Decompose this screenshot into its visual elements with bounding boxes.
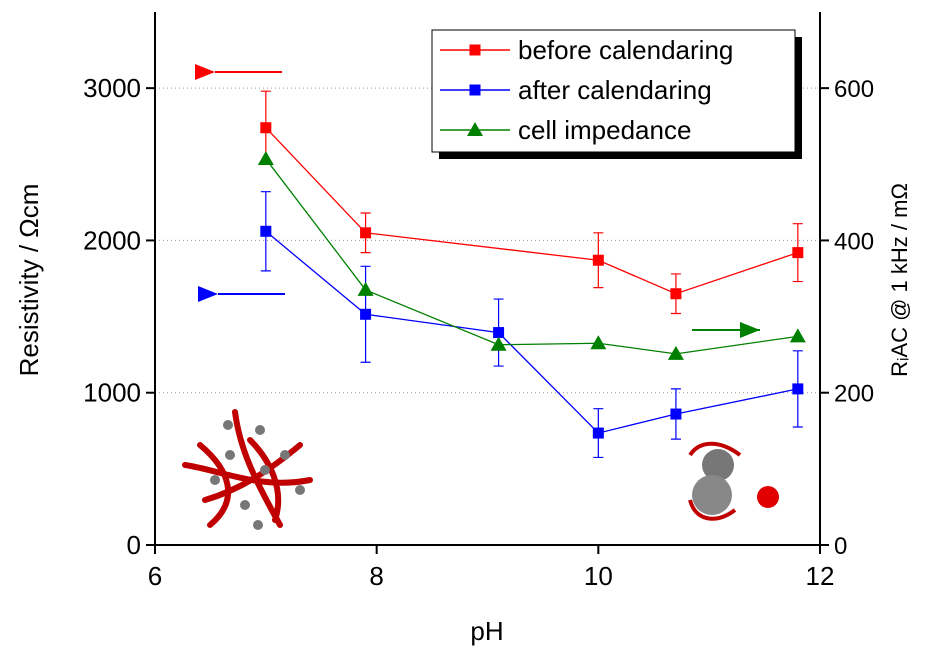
- x-axis-label: pH: [470, 616, 503, 646]
- legend-label: after calendaring: [518, 75, 712, 105]
- marker: [257, 150, 274, 165]
- x-tick-label: 10: [584, 561, 613, 591]
- legend-label: before calendaring: [518, 35, 733, 65]
- marker: [590, 335, 607, 350]
- marker: [360, 227, 372, 239]
- marker: [670, 408, 682, 420]
- y-tick-label: 3000: [83, 73, 141, 103]
- legend-marker: [469, 44, 481, 56]
- x-tick-label: 12: [806, 561, 835, 591]
- y2-tick-label: 600: [834, 76, 874, 103]
- x-tick-label: 6: [148, 561, 162, 591]
- marker: [260, 122, 272, 134]
- marker: [789, 328, 806, 343]
- y2-tick-label: 400: [834, 228, 874, 255]
- marker: [260, 225, 272, 237]
- marker: [360, 308, 372, 320]
- marker: [493, 327, 505, 339]
- y-axis-label: Resistivity / Ωcm: [14, 184, 44, 377]
- series-line: [265, 230, 798, 434]
- marker: [670, 288, 682, 300]
- x-tick-label: 8: [369, 561, 383, 591]
- marker: [792, 383, 804, 395]
- y-tick-label: 0: [127, 530, 141, 560]
- legend-marker: [469, 84, 481, 96]
- network-illustration: [182, 409, 313, 530]
- agglomerate-illustration: [688, 441, 779, 521]
- y-tick-label: 1000: [83, 378, 141, 408]
- y2-tick-label: 200: [834, 381, 874, 408]
- series-line: [265, 158, 798, 355]
- marker: [490, 336, 507, 351]
- marker: [792, 247, 804, 259]
- marker: [357, 281, 374, 296]
- marker: [592, 427, 604, 439]
- marker: [592, 254, 604, 266]
- marker: [667, 345, 684, 360]
- legend-label: cell impedance: [518, 115, 691, 145]
- y2-axis-label: RᵢAC @ 1 kHz / mΩ: [887, 183, 912, 377]
- legend-marker: [467, 122, 483, 136]
- y2-tick-label: 0: [834, 533, 847, 560]
- y-tick-label: 2000: [83, 225, 141, 255]
